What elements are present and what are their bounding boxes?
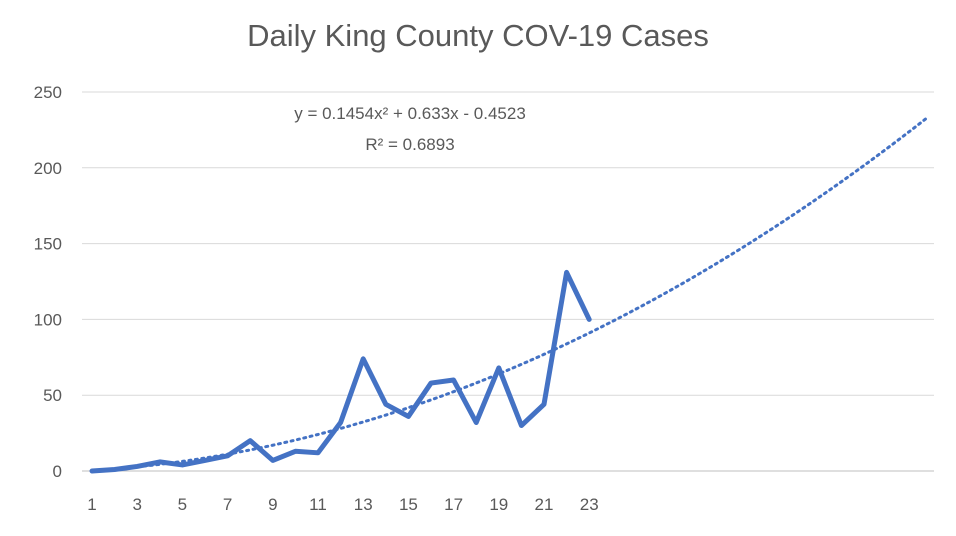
y-tick-label: 50: [43, 386, 62, 405]
x-tick-label: 23: [580, 495, 599, 514]
data-point: [270, 458, 275, 463]
data-point: [90, 469, 95, 474]
data-point: [316, 450, 321, 455]
data-point: [112, 467, 117, 472]
chart-title: Daily King County COV-19 Cases: [247, 18, 709, 53]
y-tick-label: 250: [34, 83, 62, 102]
data-point: [474, 420, 479, 425]
x-tick-label: 9: [268, 495, 277, 514]
x-tick-label: 11: [309, 495, 327, 514]
data-point: [406, 414, 411, 419]
data-point: [180, 462, 185, 467]
x-tick-label: 13: [354, 495, 373, 514]
series-line: [89, 269, 592, 474]
data-point: [564, 270, 569, 275]
y-tick-label: 150: [34, 235, 62, 254]
data-point: [338, 420, 343, 425]
data-point: [293, 449, 298, 454]
data-point: [519, 423, 524, 428]
x-tick-label: 19: [489, 495, 508, 514]
data-point: [383, 402, 388, 407]
data-point: [135, 464, 140, 469]
y-tick-label: 200: [34, 159, 62, 178]
data-point: [203, 458, 208, 463]
y-tick-label: 100: [34, 310, 62, 329]
trendline-r-squared: R² = 0.6893: [365, 135, 455, 154]
data-point: [496, 365, 501, 370]
x-tick-label: 7: [223, 495, 232, 514]
x-tick-label: 15: [399, 495, 418, 514]
trendline: [90, 115, 930, 473]
x-tick-label: 21: [535, 495, 554, 514]
x-tick-label: 3: [132, 495, 141, 514]
data-point: [361, 356, 366, 361]
data-point: [157, 459, 162, 464]
data-point: [225, 453, 230, 458]
x-tick-label: 5: [178, 495, 187, 514]
data-point: [542, 402, 547, 407]
data-point: [429, 381, 434, 386]
trendline-equation: y = 0.1454x² + 0.633x - 0.4523: [294, 104, 526, 123]
y-tick-label: 0: [53, 462, 62, 481]
data-point: [451, 378, 456, 383]
data-point: [248, 438, 253, 443]
x-tick-label: 17: [444, 495, 463, 514]
x-tick-label: 1: [87, 495, 96, 514]
data-point: [587, 317, 592, 322]
